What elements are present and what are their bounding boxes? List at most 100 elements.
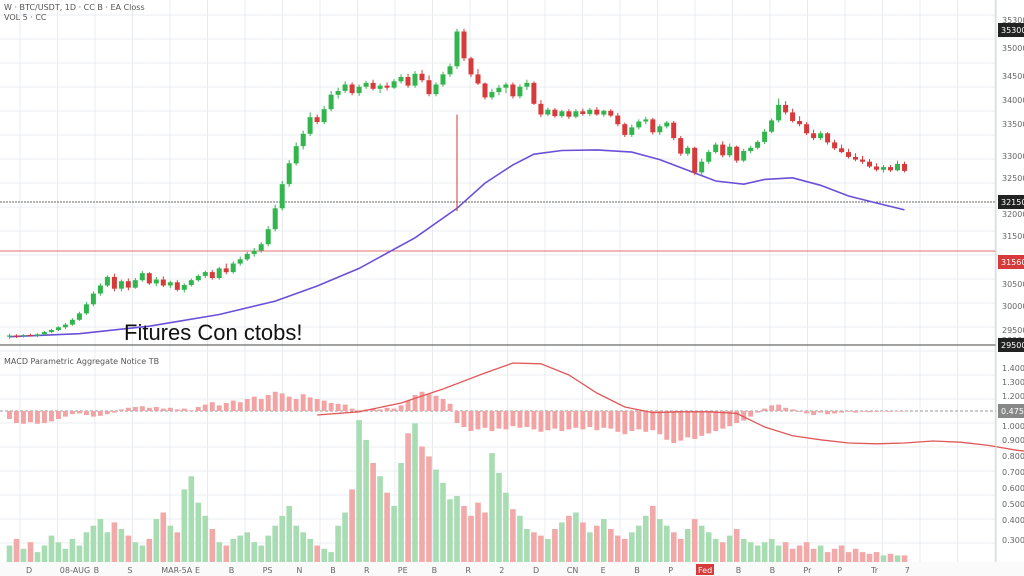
candle[interactable]	[48, 328, 54, 334]
candle[interactable]	[188, 278, 194, 287]
candle[interactable]	[461, 28, 467, 61]
candle[interactable]	[244, 251, 250, 261]
candle[interactable]	[125, 278, 131, 291]
candle[interactable]	[335, 87, 341, 99]
candle[interactable]	[734, 145, 740, 163]
candle[interactable]	[762, 129, 768, 145]
candle[interactable]	[671, 120, 677, 141]
time-axis[interactable]: D 08-AUG B S MAR-5A E B PS N B R PE B R 2 D CN E B P Fed B B Pr…	[0, 562, 1024, 576]
candle[interactable]	[580, 108, 586, 116]
candle[interactable]	[209, 269, 215, 280]
macd-pane[interactable]	[7, 362, 1024, 453]
candle[interactable]	[545, 107, 551, 117]
candle[interactable]	[55, 326, 61, 332]
candle[interactable]	[90, 291, 96, 307]
candle[interactable]	[748, 145, 754, 154]
candle[interactable]	[664, 120, 670, 129]
candle[interactable]	[34, 333, 40, 337]
candle[interactable]	[307, 112, 313, 136]
price-axis[interactable]: 35300 35000 34500 34000 33500 33000 32500 32000…	[995, 0, 1024, 562]
candle[interactable]	[356, 84, 362, 96]
candle[interactable]	[559, 109, 565, 118]
candle[interactable]	[524, 79, 530, 90]
candle[interactable]	[657, 124, 663, 135]
candle[interactable]	[230, 261, 236, 274]
candle[interactable]	[286, 160, 292, 187]
candle[interactable]	[818, 131, 824, 141]
candle[interactable]	[237, 256, 243, 266]
candle[interactable]	[720, 141, 726, 158]
candle[interactable]	[174, 280, 180, 292]
candle[interactable]	[517, 84, 523, 99]
candle[interactable]	[825, 132, 831, 145]
candle[interactable]	[223, 263, 229, 275]
candle[interactable]	[601, 109, 607, 117]
candle[interactable]	[167, 280, 173, 289]
candle[interactable]	[300, 130, 306, 150]
candle[interactable]	[7, 333, 12, 339]
candle[interactable]	[111, 273, 117, 292]
candle[interactable]	[853, 153, 858, 162]
candle[interactable]	[503, 82, 509, 94]
candle[interactable]	[181, 283, 187, 293]
candle[interactable]	[447, 63, 453, 78]
candle[interactable]	[139, 271, 145, 282]
candle[interactable]	[573, 109, 579, 119]
candle[interactable]	[643, 116, 649, 125]
candle[interactable]	[76, 311, 82, 321]
candle[interactable]	[391, 79, 397, 89]
candle[interactable]	[496, 85, 502, 96]
candle[interactable]	[146, 272, 152, 285]
candle[interactable]	[14, 334, 19, 339]
candle[interactable]	[867, 159, 872, 169]
candle[interactable]	[685, 145, 691, 156]
candlestick-series[interactable]	[7, 28, 907, 339]
candle[interactable]	[160, 276, 166, 288]
candle[interactable]	[727, 143, 733, 158]
volume-pane[interactable]	[6, 420, 908, 563]
candle[interactable]	[615, 112, 621, 127]
candle[interactable]	[202, 270, 208, 279]
candle[interactable]	[363, 80, 369, 89]
candle[interactable]	[804, 122, 810, 135]
candle[interactable]	[902, 161, 907, 173]
candle[interactable]	[328, 90, 334, 112]
candle[interactable]	[594, 107, 600, 116]
candle[interactable]	[83, 302, 89, 315]
candle[interactable]	[622, 122, 628, 138]
candle[interactable]	[790, 108, 796, 123]
candle[interactable]	[377, 83, 383, 94]
candle[interactable]	[28, 333, 33, 337]
candle[interactable]	[153, 276, 159, 287]
candle[interactable]	[510, 82, 516, 99]
candle[interactable]	[769, 118, 775, 134]
candle[interactable]	[440, 71, 446, 87]
candle[interactable]	[314, 114, 320, 125]
candle[interactable]	[650, 117, 656, 135]
candle[interactable]	[678, 135, 684, 156]
candle[interactable]	[776, 98, 782, 123]
candle[interactable]	[104, 275, 110, 288]
candle[interactable]	[860, 155, 865, 164]
candle[interactable]	[293, 142, 299, 166]
candle[interactable]	[454, 28, 460, 69]
candle[interactable]	[405, 73, 411, 88]
candle[interactable]	[538, 100, 544, 118]
candle[interactable]	[41, 331, 47, 336]
candle[interactable]	[797, 116, 803, 127]
candle[interactable]	[489, 88, 495, 100]
candle[interactable]	[874, 163, 879, 172]
candle[interactable]	[419, 70, 425, 83]
candle[interactable]	[370, 79, 376, 91]
candle[interactable]	[265, 226, 271, 247]
candle[interactable]	[62, 323, 68, 329]
candle[interactable]	[342, 81, 348, 94]
candle[interactable]	[741, 148, 747, 163]
candle[interactable]	[321, 105, 327, 125]
candle[interactable]	[608, 109, 614, 118]
candle[interactable]	[713, 142, 719, 154]
candle[interactable]	[216, 266, 222, 280]
candle[interactable]	[412, 71, 418, 88]
candle[interactable]	[699, 158, 705, 176]
candle[interactable]	[755, 140, 761, 150]
